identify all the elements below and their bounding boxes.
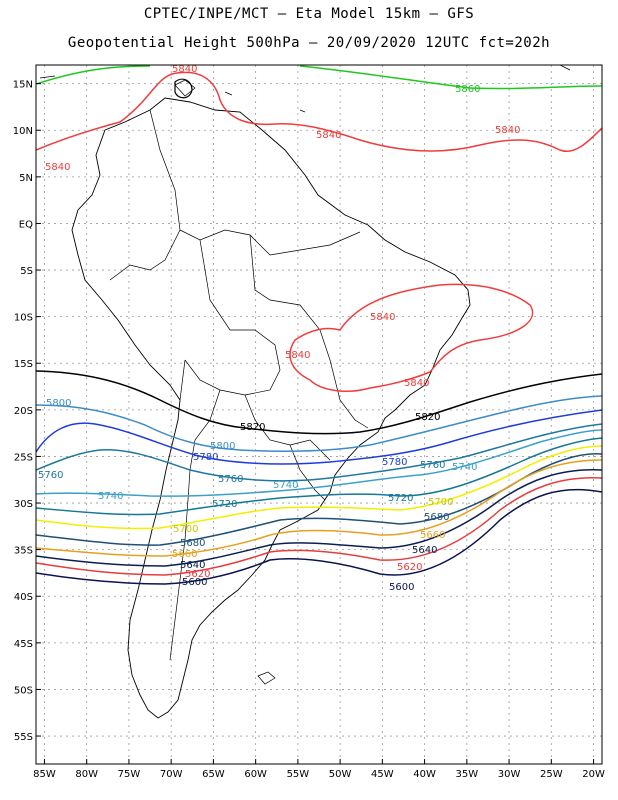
lat-tick-label: 10S xyxy=(14,313,33,324)
contour-label: 5820 xyxy=(240,422,265,433)
lon-tick-label: 85W xyxy=(33,769,56,780)
contour-label: 5840 xyxy=(495,125,520,136)
contour-5660 xyxy=(36,459,602,557)
contour-5840-north xyxy=(36,71,602,153)
lon-tick-label: 65W xyxy=(202,769,225,780)
contour-label: 5700 xyxy=(428,497,453,508)
contour-label: 5820 xyxy=(415,412,440,423)
contour-label: 5680 xyxy=(424,512,449,523)
lat-tick-label: 50S xyxy=(14,685,33,696)
longitude-axis: 85W 80W 75W 70W 65W 60W 55W 50W 45W 40W 35W 30W 25W 2… xyxy=(33,759,605,780)
contour-label: 5840 xyxy=(316,130,341,141)
contour-5820 xyxy=(36,370,602,435)
contour-label: 5700 xyxy=(173,524,198,535)
coastlines xyxy=(39,65,571,719)
lon-tick-label: 55W xyxy=(287,769,310,780)
contour-label: 5620 xyxy=(397,562,422,573)
lat-tick-label: 30S xyxy=(14,499,33,510)
lat-lon-grid xyxy=(36,65,602,764)
contour-label: 5740 xyxy=(452,462,477,473)
lon-tick-label: 40W xyxy=(413,769,436,780)
map-title: CPTEC/INPE/MCT – Eta Model 15km – GFS xyxy=(143,6,475,22)
contour-5740 xyxy=(36,429,602,497)
falkland-islands xyxy=(257,671,276,685)
lon-tick-label: 25W xyxy=(540,769,563,780)
contour-label: 5760 xyxy=(38,470,63,481)
lon-tick-label: 80W xyxy=(75,769,98,780)
south-america-coastline xyxy=(71,97,471,719)
lon-tick-label: 70W xyxy=(160,769,183,780)
lat-tick-label: 15S xyxy=(14,359,33,370)
lat-tick-label: 5S xyxy=(20,266,33,277)
contour-5780 xyxy=(36,409,602,465)
contour-label: 5780 xyxy=(382,457,407,468)
lon-tick-label: 50W xyxy=(329,769,352,780)
lon-tick-label: 45W xyxy=(371,769,394,780)
contour-5840-caribbean-loop xyxy=(174,78,193,99)
contour-label: 5840 xyxy=(404,378,429,389)
latitude-axis: 15N 10N 5N EQ 5S 10S 15S 20S 25S 30S 35S 40S 45S 50S 5… xyxy=(13,80,41,743)
lon-tick-label: 60W xyxy=(244,769,267,780)
contour-label: 5740 xyxy=(98,491,123,502)
contour-label: 5660 xyxy=(420,530,445,541)
contour-label: 5800 xyxy=(210,441,235,452)
contour-label: 5840 xyxy=(45,162,70,173)
map-frame xyxy=(35,64,603,765)
contour-label: 5860 xyxy=(455,84,480,95)
lat-tick-label: 25S xyxy=(14,452,33,463)
lat-tick-label: 45S xyxy=(14,639,33,650)
contour-label: 5620 xyxy=(185,569,210,580)
contour-label: 5740 xyxy=(273,480,298,491)
contour-label: 5720 xyxy=(388,493,413,504)
lat-tick-label: 20S xyxy=(14,406,33,417)
contour-label: 5680 xyxy=(180,538,205,549)
caribbean-islands xyxy=(39,65,571,113)
country-borders xyxy=(109,109,369,661)
lat-tick-label: 35S xyxy=(14,546,33,557)
contour-labels: 5860 5840 5840 5840 5840 5840 5840 5840 … xyxy=(38,64,520,593)
contour-5700 xyxy=(36,445,602,530)
contour-label: 5600 xyxy=(389,582,414,593)
contour-5860 xyxy=(36,65,602,90)
lat-tick-label: EQ xyxy=(19,219,33,230)
lon-tick-label: 35W xyxy=(456,769,479,780)
contour-label: 5600 xyxy=(182,577,207,588)
contour-5840-brazil xyxy=(289,283,534,393)
map-subtitle: Geopotential Height 500hPa – 20/09/2020 … xyxy=(67,35,551,51)
lat-tick-label: 10N xyxy=(13,126,33,137)
contour-5800 xyxy=(36,395,602,452)
lon-tick-label: 30W xyxy=(498,769,521,780)
contour-5720 xyxy=(36,437,602,516)
contour-5760 xyxy=(36,423,602,482)
lat-tick-label: 15N xyxy=(13,80,33,91)
lon-tick-label: 20W xyxy=(582,769,605,780)
contour-label: 5840 xyxy=(370,312,395,323)
lat-tick-label: 40S xyxy=(14,592,33,603)
lon-tick-label: 75W xyxy=(118,769,141,780)
contour-label: 5760 xyxy=(420,460,445,471)
contour-5640 xyxy=(36,469,602,567)
contour-5600 xyxy=(36,488,602,585)
contour-label: 5780 xyxy=(193,452,218,463)
contour-5620 xyxy=(36,477,602,576)
contour-label: 5640 xyxy=(180,560,205,571)
lat-tick-label: 5N xyxy=(19,173,33,184)
lat-tick-label: 55S xyxy=(14,732,33,743)
contour-label: 5720 xyxy=(212,499,237,510)
contour-label: 5760 xyxy=(218,474,243,485)
contour-label: 5840 xyxy=(172,64,197,75)
contour-label: 5840 xyxy=(285,350,310,361)
contour-label: 5640 xyxy=(412,545,437,556)
contour-label: 5800 xyxy=(46,398,71,409)
contour-label: 5660 xyxy=(172,549,197,560)
